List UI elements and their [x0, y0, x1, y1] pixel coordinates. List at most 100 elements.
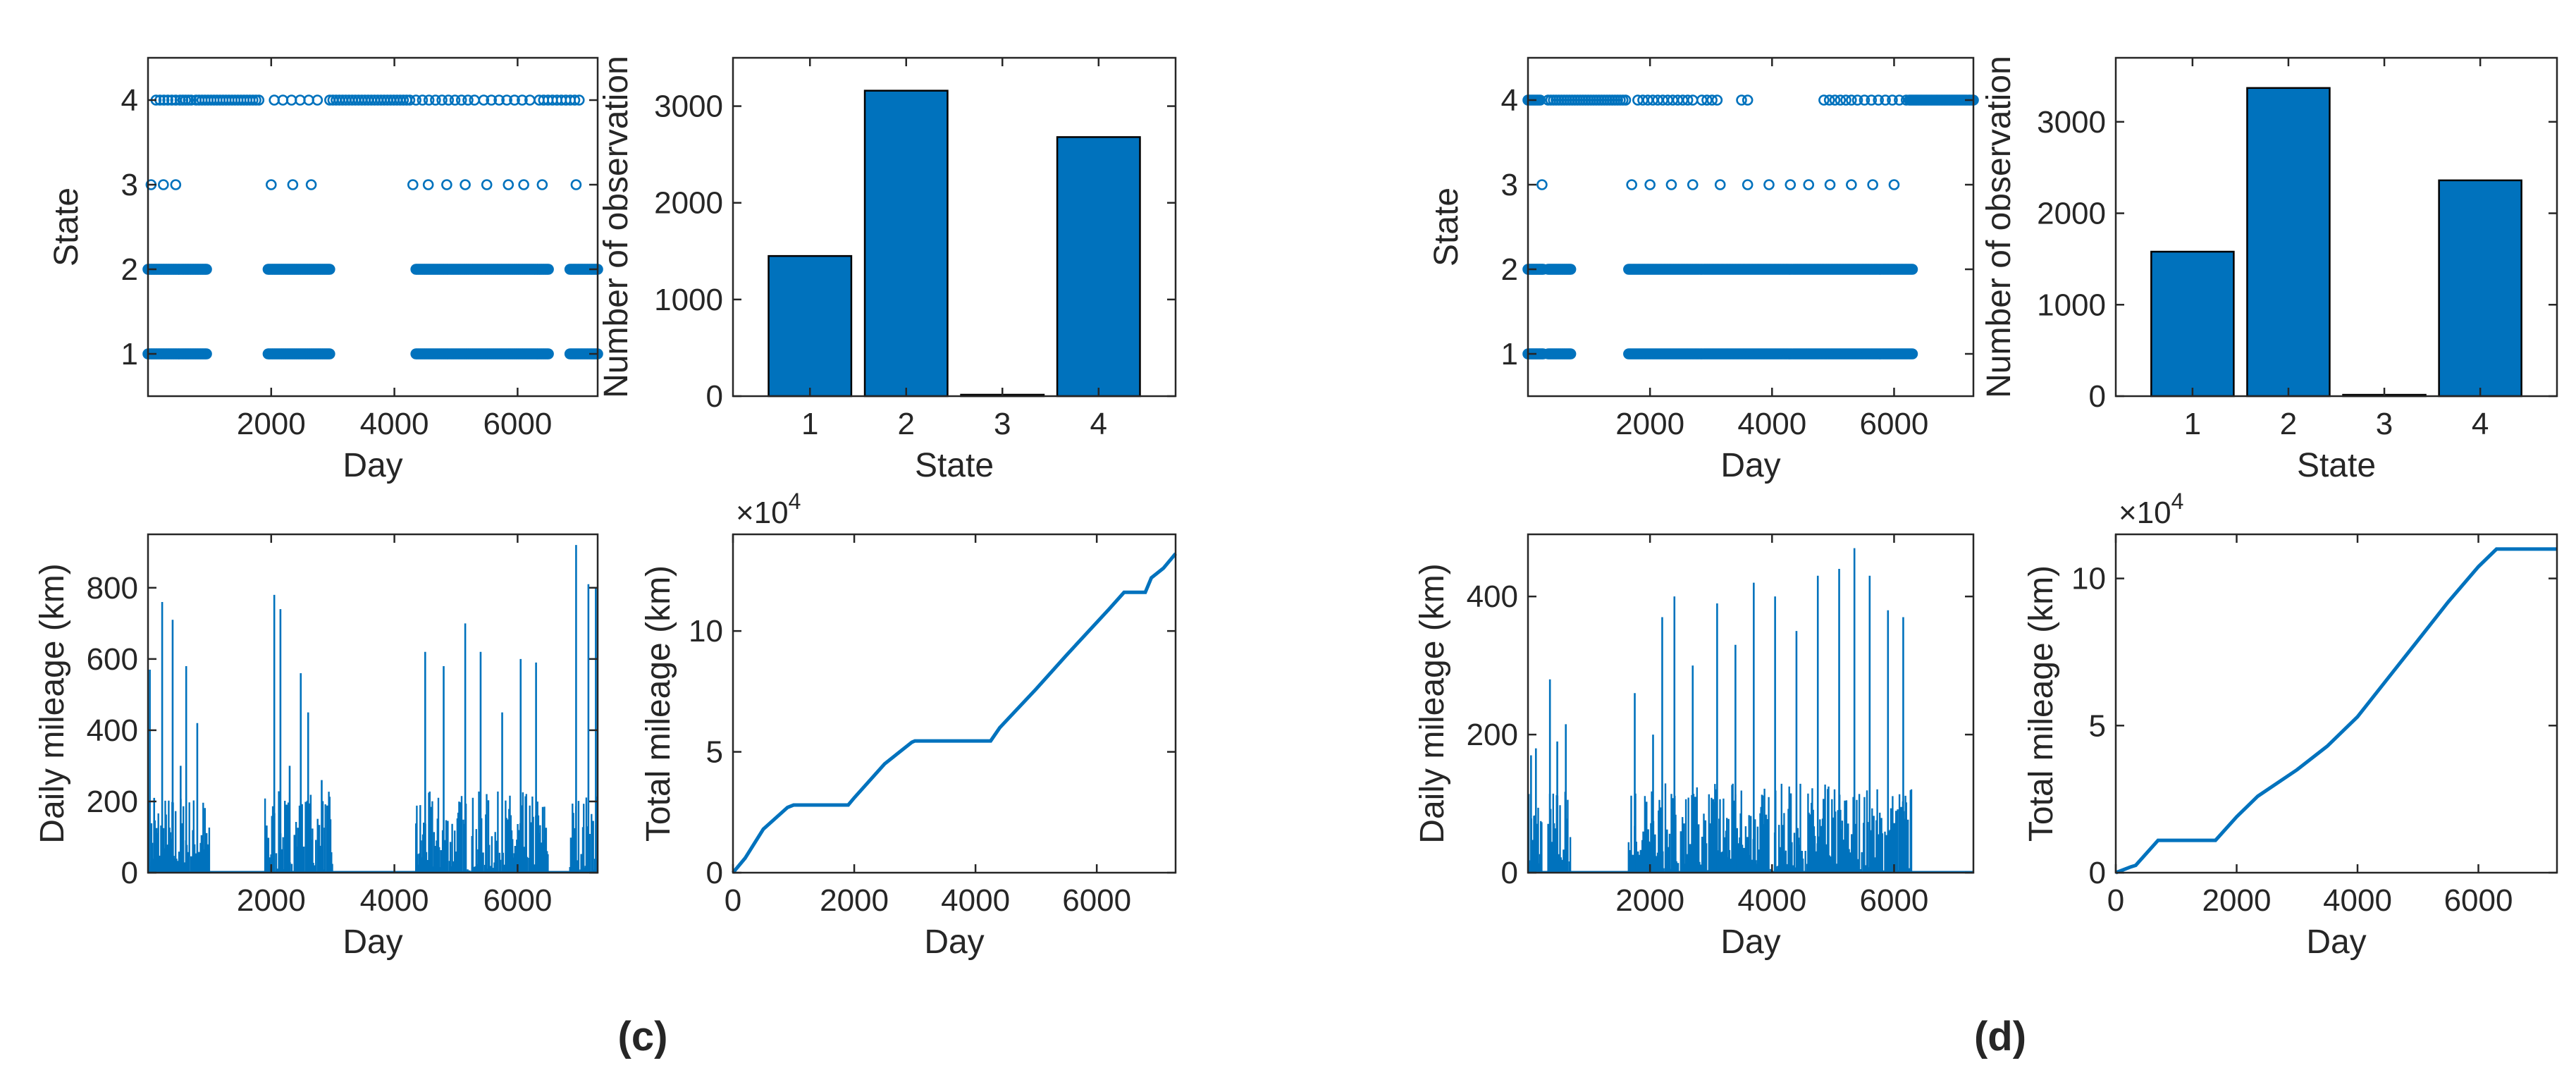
panel-d-total-mileage-exponent-label: ×104 [2119, 489, 2183, 530]
panel-d-state-count-bar-chart: 1 2 3 4 0 1000 2000 3000 State Number of observat… [1980, 56, 2558, 484]
panel-d-state-count-bar-ylabel: Number of observation [1980, 56, 2018, 398]
state-4-point [1711, 94, 1723, 106]
state-3-point [481, 179, 493, 190]
state-3-point [1687, 179, 1699, 190]
state-4-point [158, 94, 170, 106]
state-4-point [1829, 94, 1841, 106]
state-3-point [1536, 179, 1548, 190]
state-4-point [1835, 94, 1847, 106]
panel-d-state-count-bar-xtick-label: 2 [2280, 407, 2297, 441]
panel-d-total-mileage-xtick-label: 0 [2107, 883, 2124, 918]
panel-c-daily-mileage-xlabel: Day [343, 923, 402, 961]
panel-c-daily-mileage-axes-frame [147, 533, 599, 874]
state-4-point [1823, 94, 1835, 106]
state-4-point [253, 94, 265, 106]
panel-d-daily-mileage-ytick-label: 400 [1467, 579, 1518, 614]
bar-state-4 [2438, 179, 2522, 398]
panel-d-daily-mileage-xlabel: Day [1720, 923, 1780, 961]
state-3-point [518, 179, 529, 190]
panel-d-state-scatter-ytick-label: 4 [1501, 83, 1518, 118]
panel-d-state-count-bar-ytick-label: 2000 [2037, 197, 2106, 231]
state-3-point [460, 179, 471, 190]
state-4-point [1846, 94, 1857, 106]
panel-c-daily-mileage-ytick-label: 800 [87, 571, 138, 606]
state-4-point [443, 94, 455, 106]
state-4-point [493, 94, 505, 106]
bar-state-1 [2150, 250, 2235, 398]
state-4-point [1736, 94, 1747, 106]
panel-d-total-mileage-ytick-label: 5 [2089, 708, 2106, 743]
state-4-point [185, 94, 197, 106]
panel-d-state-scatter-chart: 2000 4000 6000 1 2 3 4 Day State [1428, 56, 1979, 484]
panel-c-daily-mileage-ytick-label: 600 [87, 642, 138, 677]
panel-d-total-mileage-exponent: 4 [2171, 489, 2184, 514]
state-4-point [1818, 94, 1830, 106]
state-4-point [569, 94, 581, 106]
panel-c-state-count-bar-xtick-label: 3 [994, 407, 1011, 441]
panel-c-state-count-bar-xlabel: State [915, 447, 994, 484]
state-2-point [324, 264, 335, 275]
panel-c-total-mileage-axes-frame [732, 533, 1177, 874]
state-4-point [162, 94, 173, 106]
panel-c-total-mileage-exponent: 4 [789, 489, 801, 514]
state-4-point [455, 94, 467, 106]
state-1-point [1565, 348, 1577, 360]
state-4-point [501, 94, 512, 106]
panel-c-daily-mileage-ylabel: Daily mileage (km) [34, 563, 71, 843]
state-4-point [486, 94, 498, 106]
state-4-point [410, 94, 421, 106]
panel-d-state-scatter-xtick-label: 2000 [1615, 407, 1684, 441]
state-3-point [265, 179, 277, 190]
panel-c-state-scatter-ytick-label: 2 [121, 252, 138, 287]
panel-c-state-count-bar-ytick-label: 3000 [654, 90, 723, 124]
panel-d-total-mileage-ytick-label: 10 [2071, 562, 2106, 596]
panel-c-daily-mileage-daily-bars [148, 791, 598, 873]
state-3-point [287, 179, 299, 190]
panel-c-state-scatter-ylabel: State [48, 188, 85, 266]
panel-d-state-scatter-ytick-label: 3 [1501, 168, 1518, 202]
panel-c-daily-mileage-ytick-label: 400 [87, 713, 138, 748]
state-2-point [201, 264, 212, 275]
state-4-point [1880, 94, 1891, 106]
state-4-point [517, 94, 528, 106]
panel-c-total-mileage-ytick-label: 10 [689, 614, 723, 649]
panel-d-state-scatter-ytick-label: 2 [1501, 252, 1518, 287]
state-4-point [1887, 94, 1898, 106]
state-4-point [1840, 94, 1851, 106]
state-3-point [1742, 179, 1754, 190]
panel-d-state-count-bar-ytick-label: 0 [2089, 379, 2106, 414]
panel-c-state-count-bar-ytick-label: 2000 [654, 186, 723, 221]
panel-c-state-count-bar-ytick-label: 0 [706, 379, 723, 414]
state-4-point [509, 94, 520, 106]
panel-d-total-mileage-ytick-label: 0 [2089, 856, 2106, 890]
panel-c-daily-mileage-xtick-label: 4000 [360, 883, 429, 918]
panel-c-total-mileage-ylabel: Total mileage (km) [640, 565, 677, 842]
state-4-point [423, 94, 435, 106]
state-3-point [1626, 179, 1637, 190]
panel-c-state-scatter-xtick-label: 2000 [237, 407, 306, 441]
panel-c-state-scatter-ytick-label: 4 [121, 83, 138, 118]
state-3-point [170, 179, 182, 190]
panel-c-daily-mileage-chart: 2000 4000 6000 0 200 400 600 800 Day Daily mileag… [34, 533, 599, 961]
state-1-point [201, 348, 212, 360]
bar-state-1 [768, 254, 853, 398]
panel-c-daily-mileage-ytick-label: 0 [121, 856, 138, 890]
panel-d-daily-mileage-xtick-label: 2000 [1615, 883, 1684, 918]
panel-d-total-mileage-xtick-label: 2000 [2202, 883, 2272, 918]
state-4-point [573, 94, 585, 106]
panel-d-state-scatter-axes-frame [1527, 56, 1975, 398]
state-1-point [324, 348, 335, 360]
panel-c-total-mileage-chart: 0 2000 4000 6000 0 5 10 Day Total mileage (km) ×1… [640, 489, 1177, 961]
state-4-point [1859, 94, 1871, 106]
panel-c-state-scatter-markers [142, 94, 603, 360]
state-3-point [570, 179, 582, 190]
state-4-point [312, 94, 323, 106]
panel-c-state-scatter-ytick-label: 1 [121, 337, 138, 371]
bar-state-4 [1056, 136, 1141, 398]
state-4-point [1696, 94, 1708, 106]
panel-d-daily-mileage-chart: 2000 4000 6000 0 200 400 Day Daily mileage (km) [1414, 533, 1975, 961]
panel-c-state-scatter-axes-frame [147, 56, 599, 398]
panel-c-state-count-bar-xtick-label: 1 [801, 407, 818, 441]
state-1-point [543, 348, 554, 360]
state-4-point [404, 94, 416, 106]
